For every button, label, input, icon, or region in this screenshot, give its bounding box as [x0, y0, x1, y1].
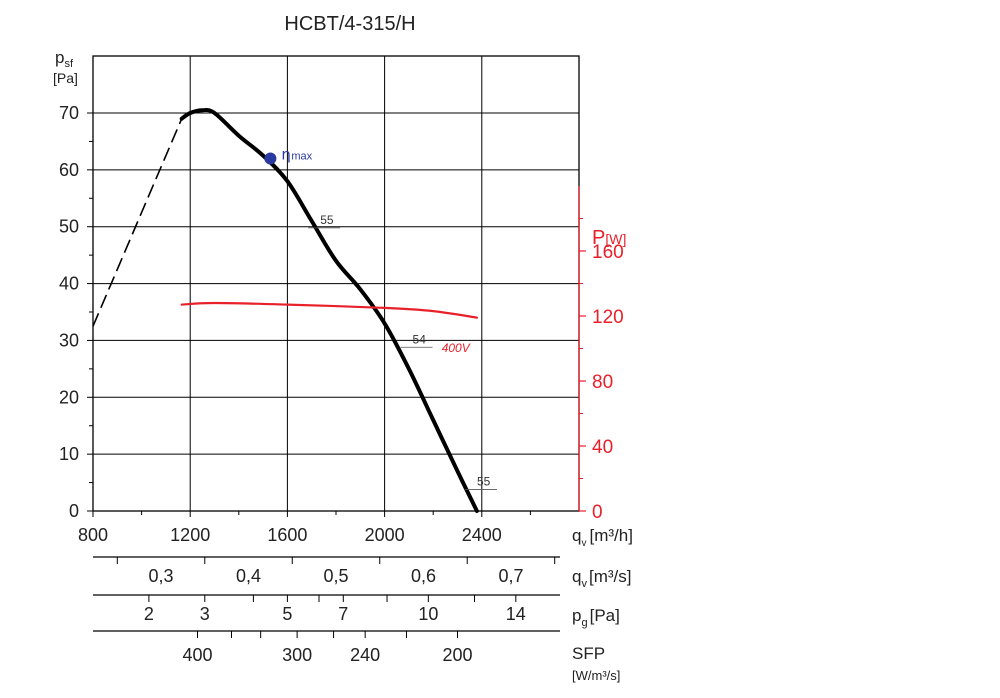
- grid: [92, 55, 580, 512]
- efficiency-label: 54: [413, 332, 427, 346]
- secondary-scales: 0,3 0,4 0,5 0,6 0,7 qv [m³/s] 2 3 5 7 10 14 pg [Pa] 400…: [93, 556, 631, 683]
- efficiency-label: 55: [477, 474, 491, 488]
- y2-tick-label: 160: [592, 242, 624, 263]
- scale-tick-label: 0,3: [149, 566, 174, 586]
- y-tick-label: 10: [59, 444, 79, 464]
- scale-label: qv [m³/s]: [572, 567, 631, 590]
- scale-tick-label: 7: [338, 604, 348, 624]
- power-curve: [180, 301, 478, 319]
- scale-tick-label: 200: [442, 645, 472, 665]
- y-axis-unit: [Pa]: [53, 70, 78, 86]
- y-tick-label: 30: [59, 330, 79, 350]
- scale-unit: [W/m³/s]: [572, 668, 620, 683]
- pressure-curve: [179, 107, 479, 513]
- scale-tick-label: 10: [418, 604, 438, 624]
- series: [92, 107, 479, 513]
- y2-tick-label: 120: [592, 307, 624, 328]
- scale-tick-label: 3: [200, 604, 210, 624]
- y-axis-label: psf: [55, 48, 74, 70]
- efficiency-label: 55: [320, 213, 334, 227]
- scale-tick-label: 0,7: [498, 566, 523, 586]
- y2-tick-label: 40: [592, 437, 613, 458]
- scale-label: pg [Pa]: [572, 606, 620, 629]
- pressure-extrapolation-line: [92, 118, 183, 327]
- eta-max-label: η: [281, 145, 291, 163]
- scale-tick-label: 5: [282, 604, 292, 624]
- y-tick-label: 0: [69, 501, 79, 521]
- y-tick-label: 50: [59, 217, 79, 237]
- x-tick-label: 2000: [365, 525, 405, 545]
- scale-tick-label: 0,4: [236, 566, 261, 586]
- x-tick-label: 1200: [170, 525, 210, 545]
- annotations: 55 54 55 400V η max: [264, 145, 497, 490]
- scale-tick-label: 2: [144, 604, 154, 624]
- scale-tick-label: 300: [282, 645, 312, 665]
- x-tick-label: 1600: [267, 525, 307, 545]
- y-tick-label: 40: [59, 274, 79, 294]
- scale-label: SFP: [572, 644, 605, 663]
- y-tick-label: 60: [59, 160, 79, 180]
- scale-tick-label: 0,6: [411, 566, 436, 586]
- axes: 0 10 20 30 40 50 60 70 800 1200 1600 2000 2400 0 40 80 1…: [59, 103, 624, 545]
- x-tick-label: 2400: [462, 525, 502, 545]
- series-label-400v: 400V: [442, 341, 471, 355]
- y2-tick-label: 80: [592, 372, 613, 393]
- y2-tick-label: 0: [592, 502, 603, 523]
- chart-title: HCBT/4-315/H: [284, 13, 415, 35]
- scale-tick-label: 0,5: [323, 566, 348, 586]
- y-tick-label: 20: [59, 387, 79, 407]
- x-tick-label: 800: [78, 525, 108, 545]
- eta-max-sublabel: max: [291, 150, 312, 162]
- scale-tick-label: 240: [350, 645, 380, 665]
- y2-axis-label: P[W]: [592, 227, 626, 249]
- x-axis-label: qv [m³/h]: [572, 526, 633, 549]
- scale-tick-label: 400: [182, 645, 212, 665]
- y-tick-label: 70: [59, 103, 79, 123]
- scale-tick-label: 14: [506, 604, 526, 624]
- eta-max-point: [264, 152, 277, 165]
